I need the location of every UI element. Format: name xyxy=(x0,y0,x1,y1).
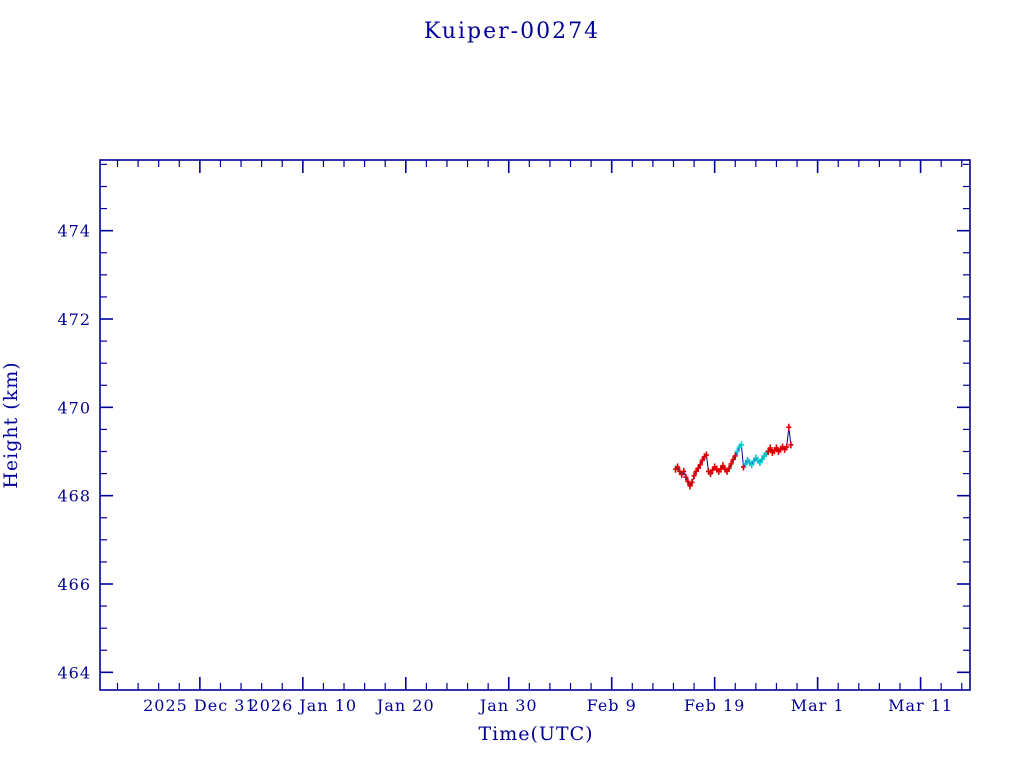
y-tick-label: 468 xyxy=(57,487,91,506)
x-axis-label: Time(UTC) xyxy=(478,723,593,745)
y-tick-label: 474 xyxy=(57,222,91,241)
x-tick-label: Feb 9 xyxy=(587,696,637,715)
y-tick-label: 466 xyxy=(57,575,91,594)
x-tick-label: Mar 11 xyxy=(888,696,953,715)
x-tick-label: Jan 20 xyxy=(375,696,435,715)
data-series xyxy=(673,423,794,490)
plot-frame xyxy=(99,159,971,691)
y-tick-label: 472 xyxy=(57,310,91,329)
x-tick-label: Mar 1 xyxy=(791,696,845,715)
x-tick-label: Feb 19 xyxy=(684,696,745,715)
y-tick-label: 464 xyxy=(57,663,91,682)
y-tick-label: 470 xyxy=(57,398,91,417)
x-tick-label: Jan 30 xyxy=(478,696,538,715)
x-tick-label: 2026 Jan 10 xyxy=(249,696,358,715)
x-tick-label: 2025 Dec 31 xyxy=(143,696,257,715)
y-axis-label: Height (km) xyxy=(0,361,22,488)
chart-title: Kuiper-00274 xyxy=(424,19,600,44)
